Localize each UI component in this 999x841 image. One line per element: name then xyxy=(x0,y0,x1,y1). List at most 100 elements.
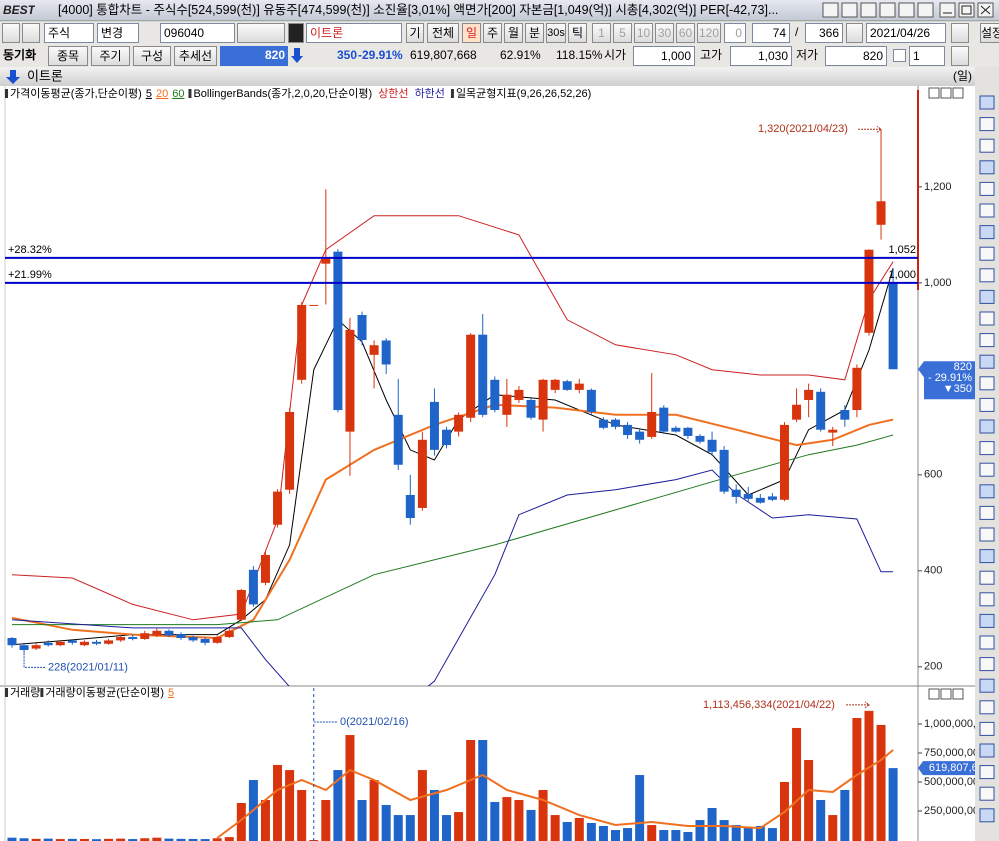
tool-icon[interactable] xyxy=(979,678,995,693)
change-select[interactable]: 변경 xyxy=(97,23,139,43)
tool-icon[interactable] xyxy=(979,592,995,607)
settings-button[interactable]: 설정 xyxy=(980,23,999,43)
tab-button[interactable]: 종목 xyxy=(48,46,88,66)
tool-icon[interactable] xyxy=(979,419,995,434)
volume-bar xyxy=(755,825,765,841)
period-button[interactable]: 틱 xyxy=(568,23,587,43)
legend-icon xyxy=(40,688,44,697)
zero-field[interactable]: 0 xyxy=(724,23,746,43)
volume-bar xyxy=(695,820,705,841)
y-tick-label: 1,000 xyxy=(924,277,952,289)
period-button[interactable]: 월 xyxy=(504,23,523,43)
annotation-arrow xyxy=(23,653,46,668)
gi-button[interactable]: 기 xyxy=(406,23,424,43)
tool-icon[interactable] xyxy=(979,786,995,801)
candle-body xyxy=(792,404,802,420)
period-button[interactable]: 분 xyxy=(525,23,544,43)
interval-button[interactable]: 30 xyxy=(655,23,674,43)
tool-icon[interactable] xyxy=(979,484,995,499)
all-button[interactable]: 전체 xyxy=(427,23,459,43)
volume-bar xyxy=(743,828,753,841)
tool-icon[interactable] xyxy=(979,721,995,736)
volume-bar xyxy=(176,838,186,841)
candle-body xyxy=(236,590,246,620)
tool-icon[interactable] xyxy=(979,657,995,672)
candle-body xyxy=(140,633,150,639)
interval-button[interactable]: 60 xyxy=(676,23,695,43)
save-button[interactable] xyxy=(951,23,969,43)
tool-icon[interactable] xyxy=(979,441,995,456)
tab-button[interactable]: 구성 xyxy=(133,46,171,66)
collapse-icon[interactable] xyxy=(6,70,20,84)
tool-icon[interactable] xyxy=(979,246,995,261)
tool-icon[interactable] xyxy=(979,376,995,391)
tool-icon[interactable] xyxy=(979,765,995,780)
market-select[interactable]: 주식 xyxy=(44,23,94,43)
tool-icon[interactable] xyxy=(979,138,995,153)
sync-label[interactable]: 동기화 xyxy=(3,48,37,62)
add-button[interactable] xyxy=(951,46,969,66)
window-controls[interactable] xyxy=(822,2,997,18)
legend-entry: 5 xyxy=(168,687,174,699)
icon-button[interactable] xyxy=(2,23,20,43)
candle-body xyxy=(816,391,826,430)
tool-icon[interactable] xyxy=(979,397,995,412)
tool-icon[interactable] xyxy=(979,613,995,628)
period-button[interactable]: 30s xyxy=(546,23,566,43)
tool-icon[interactable] xyxy=(979,160,995,175)
candle-body xyxy=(647,411,657,437)
tool-icon[interactable] xyxy=(979,95,995,110)
last-volume-text: 619,807,668 xyxy=(929,762,990,774)
interval-button[interactable]: 120 xyxy=(697,23,721,43)
pane-buttons[interactable] xyxy=(928,87,964,700)
icon-button[interactable] xyxy=(846,23,863,43)
tool-icon[interactable] xyxy=(979,808,995,823)
tool-icon[interactable] xyxy=(979,311,995,326)
tool-icon[interactable] xyxy=(979,700,995,715)
tab-button[interactable]: 추세선 xyxy=(174,46,217,66)
volume-bar xyxy=(828,815,838,841)
tool-icon[interactable] xyxy=(979,181,995,196)
tool-icon[interactable] xyxy=(979,354,995,369)
period-button[interactable]: 일 xyxy=(462,23,481,43)
candle-body xyxy=(852,367,862,411)
last-volume: 619,807,668 xyxy=(918,761,990,776)
volume-bar xyxy=(454,812,464,841)
tool-icon[interactable] xyxy=(979,117,995,132)
interval-button[interactable]: 5 xyxy=(613,23,632,43)
tool-icon[interactable] xyxy=(979,505,995,520)
candle-body xyxy=(876,201,886,225)
tool-icon[interactable] xyxy=(979,225,995,240)
code-input[interactable]: 096040 xyxy=(160,23,235,43)
ratio-value: 118.15% xyxy=(556,48,602,62)
low-value: 820 xyxy=(825,46,887,66)
volume-bar xyxy=(357,799,367,841)
interval-button[interactable]: 10 xyxy=(634,23,653,43)
checkbox[interactable] xyxy=(893,49,906,62)
date-field[interactable]: 2021/04/26 xyxy=(866,23,946,43)
count-select[interactable]: 1 xyxy=(909,46,945,66)
annotation: 1,113,456,334(2021/04/22) xyxy=(703,699,835,711)
tab-button[interactable]: 주기 xyxy=(91,46,130,66)
tool-icon[interactable] xyxy=(979,289,995,304)
tool-icon[interactable] xyxy=(979,527,995,542)
candle-body xyxy=(598,419,608,428)
candle-body xyxy=(429,401,439,450)
tool-icon[interactable] xyxy=(979,549,995,564)
tool-icon[interactable] xyxy=(979,570,995,585)
search-buttons[interactable] xyxy=(237,23,285,43)
volume-bar xyxy=(369,780,379,841)
interval-button[interactable]: 1 xyxy=(592,23,611,43)
tool-icon[interactable] xyxy=(979,333,995,348)
tool-icon[interactable] xyxy=(979,462,995,477)
tool-icon[interactable] xyxy=(979,743,995,758)
count-field[interactable]: 74 xyxy=(752,23,790,43)
icon-button[interactable] xyxy=(288,23,304,43)
candle-body xyxy=(212,637,222,643)
candle-body xyxy=(31,645,41,649)
tool-icon[interactable] xyxy=(979,268,995,283)
tool-icon[interactable] xyxy=(979,635,995,650)
icon-button[interactable] xyxy=(22,23,40,43)
period-button[interactable]: 주 xyxy=(483,23,502,43)
tool-icon[interactable] xyxy=(979,203,995,218)
